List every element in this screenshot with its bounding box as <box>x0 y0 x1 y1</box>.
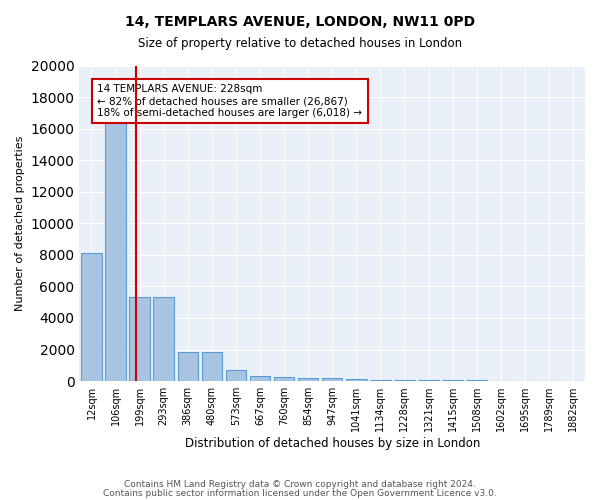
Bar <box>394 380 415 381</box>
Text: 14 TEMPLARS AVENUE: 228sqm
← 82% of detached houses are smaller (26,867)
18% of : 14 TEMPLARS AVENUE: 228sqm ← 82% of deta… <box>97 84 362 117</box>
Bar <box>178 352 198 381</box>
Bar <box>322 378 343 381</box>
Bar <box>202 352 222 381</box>
Bar <box>418 380 439 381</box>
Bar <box>442 380 463 381</box>
Text: 14, TEMPLARS AVENUE, LONDON, NW11 0PD: 14, TEMPLARS AVENUE, LONDON, NW11 0PD <box>125 15 475 29</box>
Bar <box>274 377 294 381</box>
Bar <box>466 380 487 381</box>
Bar <box>81 254 101 381</box>
Text: Contains public sector information licensed under the Open Government Licence v3: Contains public sector information licen… <box>103 488 497 498</box>
Bar <box>226 370 246 381</box>
Bar <box>250 376 270 381</box>
Bar <box>370 380 391 381</box>
Bar <box>346 378 367 381</box>
Bar <box>154 298 174 381</box>
Text: Size of property relative to detached houses in London: Size of property relative to detached ho… <box>138 38 462 51</box>
X-axis label: Distribution of detached houses by size in London: Distribution of detached houses by size … <box>185 437 480 450</box>
Bar <box>105 120 126 381</box>
Bar <box>298 378 319 381</box>
Bar <box>130 298 150 381</box>
Text: Contains HM Land Registry data © Crown copyright and database right 2024.: Contains HM Land Registry data © Crown c… <box>124 480 476 489</box>
Y-axis label: Number of detached properties: Number of detached properties <box>15 136 25 311</box>
